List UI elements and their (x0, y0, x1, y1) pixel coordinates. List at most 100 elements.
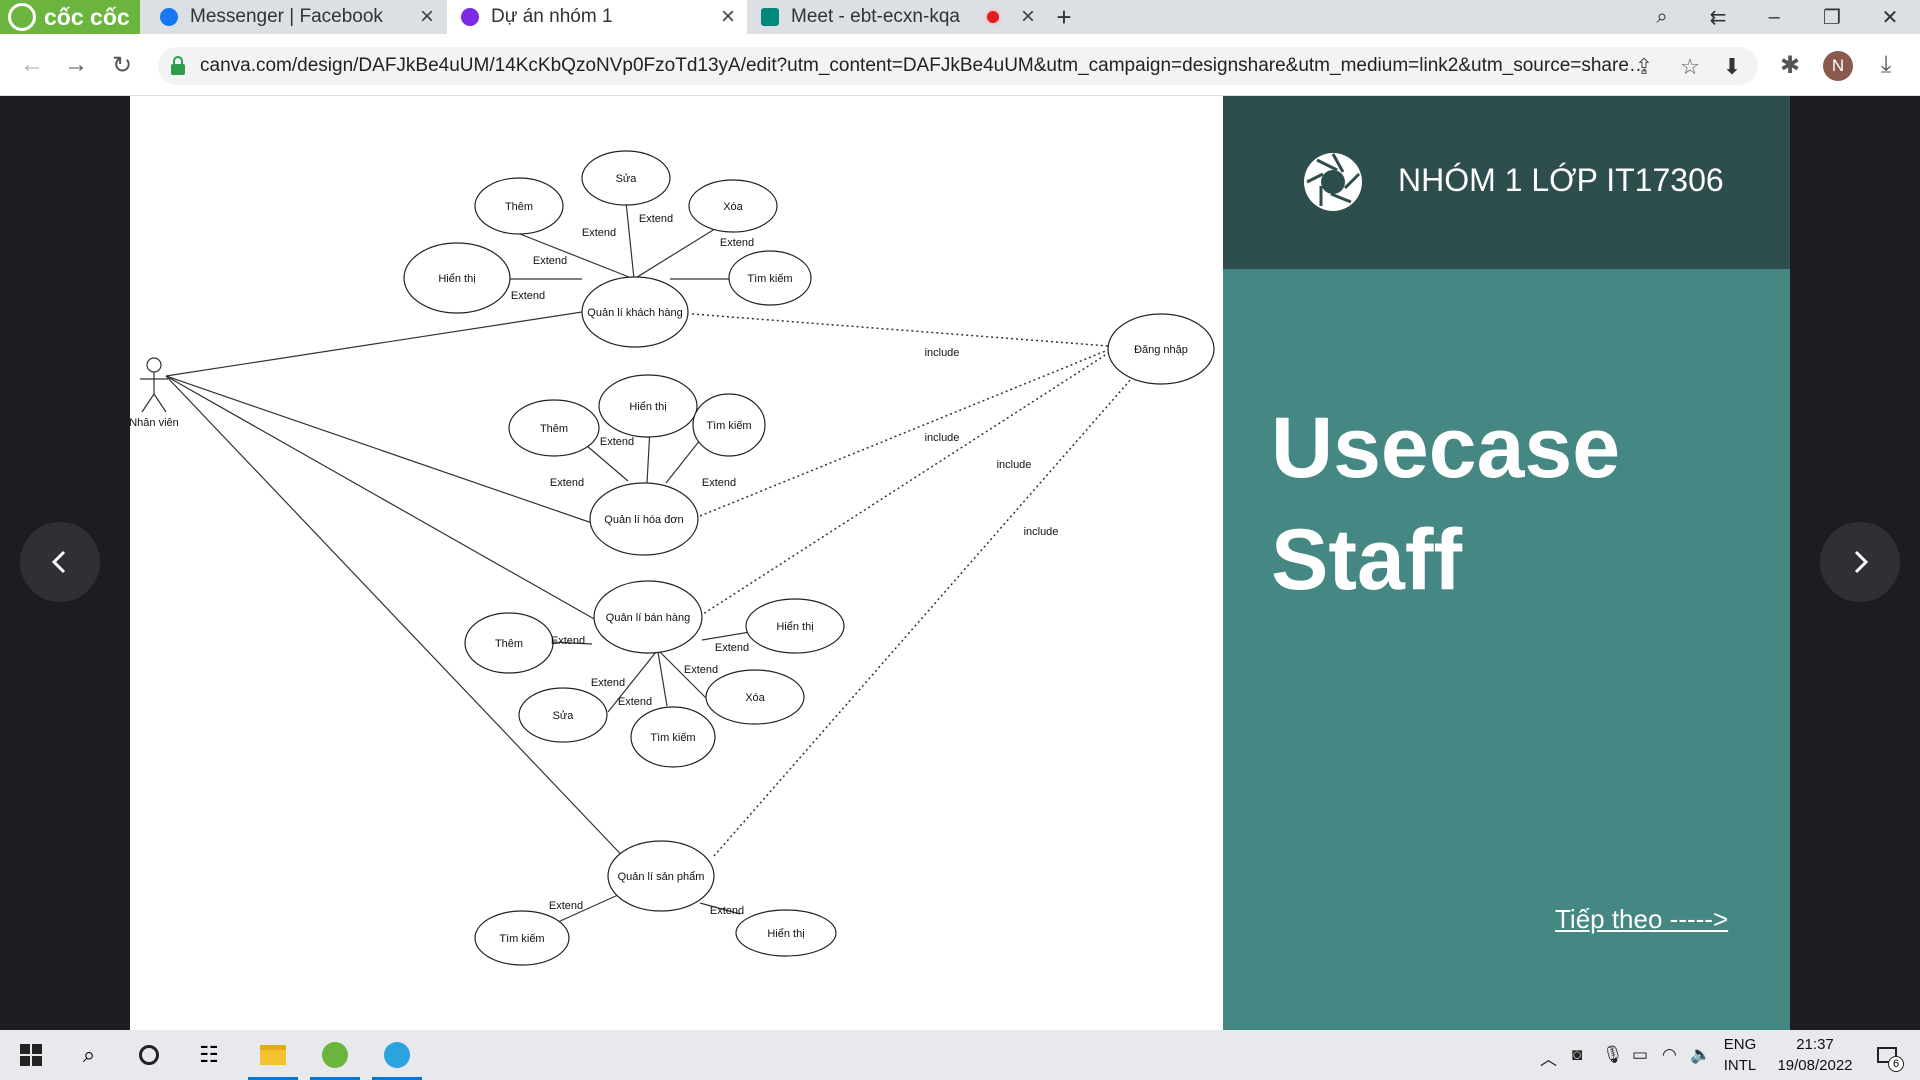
file-explorer-icon[interactable] (248, 1030, 298, 1080)
address-bar[interactable]: canva.com/design/DAFJkBe4uUM/14KcKbQzoNV… (158, 47, 1758, 85)
clock[interactable]: 21:37 19/08/2022 (1765, 1034, 1865, 1076)
close-icon[interactable]: × (419, 3, 434, 30)
battery-icon[interactable]: ▭ (1632, 1045, 1649, 1064)
camera-tray-icon[interactable]: ◙ (1572, 1045, 1583, 1064)
actor-figure (140, 357, 168, 413)
tab-title: Meet - ebt-ecxn-kqa (791, 6, 960, 27)
minimize-button[interactable]: – (1768, 5, 1780, 28)
use-case-customer: Quản lí khách hàng (587, 307, 682, 319)
close-icon[interactable]: × (1020, 3, 1035, 30)
reload-icon[interactable]: ↻ (111, 51, 133, 79)
include-label: include (925, 432, 960, 444)
use-case-customer-hien-thi: Hiển thị (438, 273, 475, 285)
coccoc-logo-icon (8, 3, 36, 31)
group-title: NHÓM 1 LỚP IT17306 (1398, 162, 1724, 198)
window-close-button[interactable]: ✕ (1881, 6, 1899, 29)
use-case-product-tim-kiem: Tìm kiếm (499, 933, 544, 945)
microphone-icon[interactable]: 🎙 (1602, 1045, 1624, 1064)
toolbar: ← → ↻ canva.com/design/DAFJkBe4uUM/14KcK… (0, 34, 1920, 96)
extensions-icon[interactable]: ✱ (1779, 51, 1801, 79)
presentation-viewer: Nhân viên Đăng nhập Quản lí khách hàng T… (0, 96, 1920, 1030)
clock-time: 21:37 (1796, 1036, 1834, 1053)
new-tab-button[interactable]: + (1056, 1, 1072, 32)
volume-icon[interactable]: 🔈 (1690, 1045, 1712, 1064)
task-view-icon[interactable]: ☷ (199, 1042, 219, 1067)
use-case-sales-tim-kiem: Tìm kiếm (650, 732, 695, 744)
actor-label: Nhân viên (130, 417, 179, 429)
extend-label: Extend (550, 477, 584, 489)
tab-title: Messenger | Facebook (190, 6, 383, 27)
extend-label: Extend (511, 290, 545, 302)
forward-icon[interactable]: → (64, 51, 88, 78)
download-page-icon[interactable]: ⬇ (1722, 54, 1742, 79)
extend-label: Extend (582, 227, 616, 239)
extend-label: Extend (710, 905, 744, 917)
use-case-invoice-them: Thêm (540, 423, 568, 435)
extend-label: Extend (639, 213, 673, 225)
use-case-sales: Quản lí bán hàng (606, 612, 690, 624)
include-label: include (997, 459, 1032, 471)
chevron-left-icon (51, 550, 66, 574)
slide: Nhân viên Đăng nhập Quản lí khách hàng T… (129, 96, 1790, 1030)
next-slide-link[interactable]: Tiếp theo -----> (1555, 904, 1729, 934)
include-label: include (1024, 526, 1059, 538)
google-meet-icon (761, 8, 779, 26)
close-icon[interactable]: × (720, 3, 735, 30)
chevron-right-icon (1854, 550, 1869, 574)
extend-label: Extend (702, 477, 736, 489)
canva-icon (461, 8, 479, 26)
extend-label: Extend (533, 255, 567, 267)
use-case-ellipse (474, 177, 564, 235)
tab-title: Dự án nhóm 1 (491, 6, 613, 27)
previous-slide-button[interactable] (20, 522, 100, 602)
sidebar-toggle-icon[interactable]: ⇇ (1709, 6, 1727, 29)
cortana-icon[interactable] (124, 1030, 174, 1080)
use-case-diagram: Nhân viên Đăng nhập Quản lí khách hàng T… (129, 96, 1223, 1030)
use-case-login: Đăng nhập (1134, 344, 1188, 356)
panel-header: NHÓM 1 LỚP IT17306 (1223, 96, 1790, 269)
profile-avatar[interactable]: N (1823, 51, 1853, 81)
keyboard-layout: INTL (1723, 1057, 1757, 1074)
extend-label: Extend (551, 635, 585, 647)
extend-label: Extend (715, 642, 749, 654)
brand-label: cốc cốc (44, 3, 130, 30)
back-icon[interactable]: ← (20, 51, 44, 78)
share-icon[interactable]: ⇪ (1634, 54, 1654, 79)
notification-center-icon[interactable]: 6 (1862, 1030, 1912, 1080)
wifi-icon[interactable]: ◠ (1662, 1045, 1677, 1064)
browser-menu-button[interactable]: cốc cốc (0, 0, 140, 34)
use-case-sales-them: Thêm (495, 638, 523, 650)
extend-label: Extend (600, 436, 634, 448)
input-language[interactable]: ENG INTL (1718, 1034, 1762, 1076)
restore-button[interactable]: ❐ (1823, 6, 1841, 29)
tab-search-icon[interactable]: ⌕ (1656, 5, 1668, 28)
next-slide-button[interactable] (1820, 522, 1900, 602)
tray-overflow-icon[interactable]: ︿ (1540, 1050, 1557, 1069)
use-case-invoice-tim-kiem: Tìm kiếm (706, 420, 751, 432)
extend-label: Extend (684, 664, 718, 676)
recording-icon (985, 9, 1001, 25)
slide-title: Usecase Staff (1271, 392, 1620, 616)
extend-label: Extend (618, 696, 652, 708)
telegram-icon[interactable] (372, 1030, 422, 1080)
downloads-icon[interactable]: ⤓ (1880, 51, 1892, 78)
language-code: ENG (1723, 1036, 1757, 1053)
use-case-customer-tim-kiem: Tìm kiếm (747, 273, 792, 285)
tab-messenger[interactable]: Messenger | Facebook × (146, 0, 446, 34)
use-case-customer-sua: Sửa (616, 173, 638, 185)
coccoc-browser-icon[interactable] (310, 1030, 360, 1080)
bookmark-star-icon[interactable]: ☆ (1680, 54, 1700, 79)
tab-meet[interactable]: Meet - ebt-ecxn-kqa × (747, 0, 1047, 34)
use-case-customer-xoa: Xóa (723, 201, 743, 213)
tab-du-an[interactable]: Dự án nhóm 1 × (447, 0, 747, 34)
use-case-product-hien-thi: Hiển thị (767, 928, 804, 940)
start-button[interactable] (6, 1030, 56, 1080)
use-case-customer-them: Thêm (505, 201, 533, 213)
use-case-invoice: Quản lí hóa đơn (604, 514, 683, 526)
title-panel: NHÓM 1 LỚP IT17306 Usecase Staff Tiếp th… (1223, 96, 1790, 1030)
search-icon[interactable]: ⌕ (82, 1042, 96, 1067)
extend-label: Extend (720, 237, 754, 249)
secure-lock-icon (171, 56, 185, 75)
use-case-sales-xoa: Xóa (745, 692, 765, 704)
browser-chrome: cốc cốc Messenger | Facebook × Dự án nhó… (0, 0, 1920, 96)
